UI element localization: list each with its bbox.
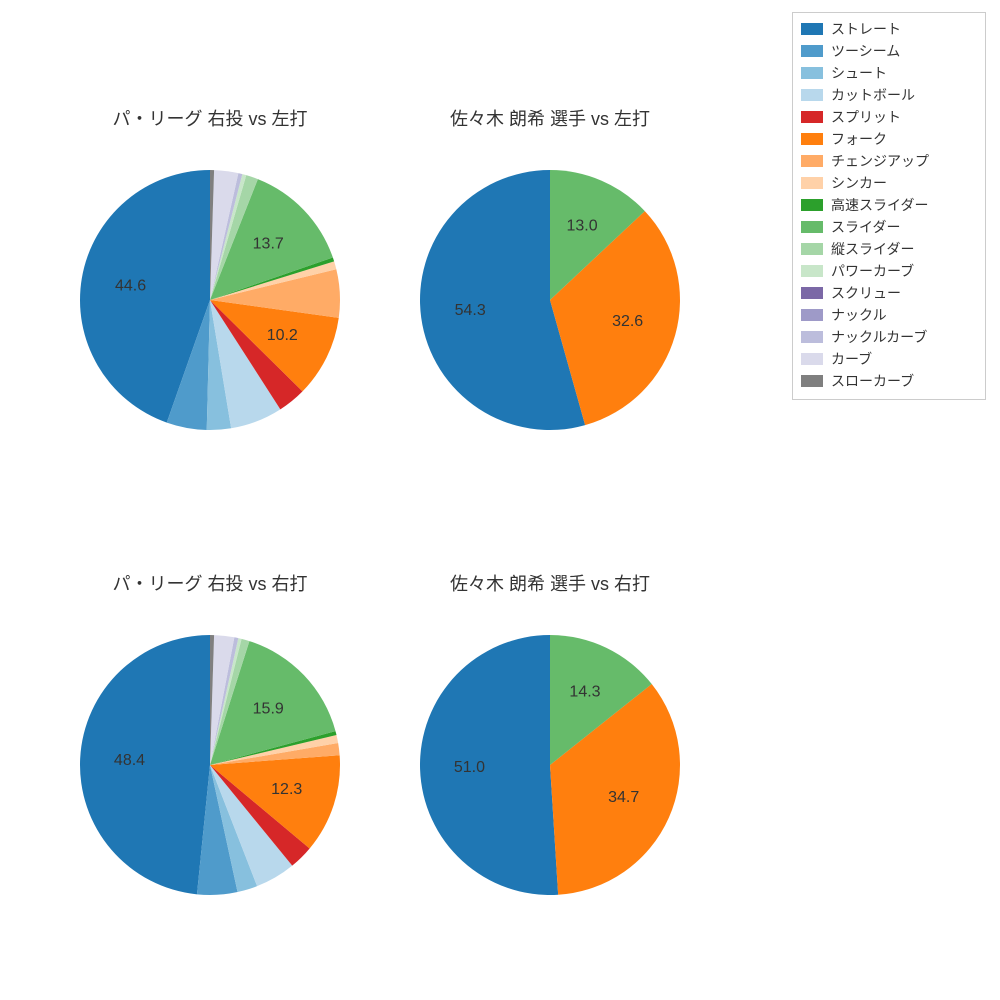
legend-item-knuckle: ナックル — [801, 305, 977, 325]
legend-label: シュート — [831, 63, 887, 83]
chart-title-sasaki_vs_lhb: 佐々木 朗希 選手 vs 左打 — [400, 105, 700, 131]
legend-swatch — [801, 67, 823, 79]
legend-item-sinker: シンカー — [801, 173, 977, 193]
legend-item-straight: ストレート — [801, 19, 977, 39]
legend-label: スプリット — [831, 107, 901, 127]
chart-title-sasaki_vs_rhb: 佐々木 朗希 選手 vs 右打 — [400, 570, 700, 596]
legend-item-screw: スクリュー — [801, 283, 977, 303]
legend-swatch — [801, 23, 823, 35]
chart-title-pl_rhp_vs_lhb: パ・リーグ 右投 vs 左打 — [60, 105, 360, 131]
legend-label: シンカー — [831, 173, 887, 193]
legend-swatch — [801, 45, 823, 57]
pie-slice-label: 48.4 — [114, 752, 145, 769]
pie-slice-label: 51.0 — [454, 759, 485, 776]
legend-item-power_curve: パワーカーブ — [801, 261, 977, 281]
legend-label: ストレート — [831, 19, 901, 39]
legend-label: 高速スライダー — [831, 195, 928, 215]
legend-label: チェンジアップ — [831, 151, 929, 171]
legend-swatch — [801, 89, 823, 101]
legend-swatch — [801, 199, 823, 211]
legend-label: スクリュー — [831, 283, 901, 303]
pie-chart-sasaki_vs_rhb: 51.0 34.7 14.3 — [418, 633, 682, 897]
legend-swatch — [801, 221, 823, 233]
figure: パ・リーグ 右投 vs 左打 44.6 10.2 13.7 佐々木 朗希 選手 vs 左… — [0, 0, 1000, 1000]
legend-swatch — [801, 375, 823, 387]
legend-item-changeup: チェンジアップ — [801, 151, 977, 171]
legend-item-shoot: シュート — [801, 63, 977, 83]
pie-slice-label: 14.3 — [569, 684, 600, 701]
chart-title-pl_rhp_vs_rhb: パ・リーグ 右投 vs 右打 — [60, 570, 360, 596]
pie-slice-label: 12.3 — [271, 781, 302, 798]
legend-item-fork: フォーク — [801, 129, 977, 149]
pie-chart-sasaki_vs_lhb: 54.3 32.6 13.0 — [418, 168, 682, 432]
pie-svg: 51.0 34.7 14.3 — [418, 633, 682, 897]
legend-item-two_seam: ツーシーム — [801, 41, 977, 61]
legend-label: ツーシーム — [831, 41, 900, 61]
legend-label: フォーク — [831, 129, 887, 149]
legend-swatch — [801, 111, 823, 123]
legend-label: スライダー — [831, 217, 900, 237]
pie-chart-pl_rhp_vs_lhb: 44.6 10.2 13.7 — [78, 168, 342, 432]
pie-svg: 48.4 12.3 15.9 — [78, 633, 342, 897]
pie-slice-straight — [420, 635, 558, 895]
pie-svg: 54.3 32.6 13.0 — [418, 168, 682, 432]
legend-swatch — [801, 331, 823, 343]
legend-item-curve: カーブ — [801, 349, 977, 369]
legend-swatch — [801, 133, 823, 145]
pie-slice-label: 13.7 — [253, 235, 284, 252]
legend-swatch — [801, 265, 823, 277]
legend-label: ナックル — [831, 305, 887, 325]
legend-label: 縦スライダー — [831, 239, 914, 259]
pie-slice-label: 15.9 — [253, 700, 284, 717]
legend-swatch — [801, 287, 823, 299]
legend-label: カットボール — [831, 85, 915, 105]
pie-slice-label: 44.6 — [115, 278, 146, 295]
legend-item-v_slider: 縦スライダー — [801, 239, 977, 259]
legend-item-slider: スライダー — [801, 217, 977, 237]
legend-label: カーブ — [831, 349, 872, 369]
pie-slice-label: 32.6 — [612, 313, 643, 330]
legend-swatch — [801, 353, 823, 365]
legend-label: ナックルカーブ — [831, 327, 927, 347]
pie-slice-label: 13.0 — [566, 217, 597, 234]
pie-svg: 44.6 10.2 13.7 — [78, 168, 342, 432]
legend-item-knuckle_curve: ナックルカーブ — [801, 327, 977, 347]
pie-chart-pl_rhp_vs_rhb: 48.4 12.3 15.9 — [78, 633, 342, 897]
legend-swatch — [801, 243, 823, 255]
legend-swatch — [801, 309, 823, 321]
legend-swatch — [801, 155, 823, 167]
legend-item-slow_curve: スローカーブ — [801, 371, 977, 391]
pie-slice-label: 10.2 — [267, 327, 298, 344]
legend: ストレートツーシームシュートカットボールスプリットフォークチェンジアップシンカー… — [792, 12, 986, 400]
legend-swatch — [801, 177, 823, 189]
legend-item-split: スプリット — [801, 107, 977, 127]
pie-slice-label: 34.7 — [608, 789, 639, 806]
legend-label: スローカーブ — [831, 371, 914, 391]
pie-slice-label: 54.3 — [455, 302, 486, 319]
legend-label: パワーカーブ — [831, 261, 914, 281]
legend-item-cut_ball: カットボール — [801, 85, 977, 105]
legend-item-fast_slider: 高速スライダー — [801, 195, 977, 215]
